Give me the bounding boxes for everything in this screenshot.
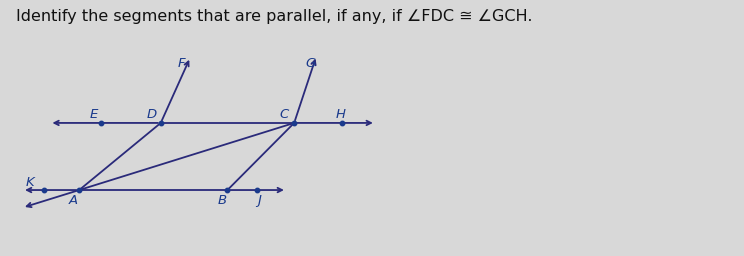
Text: J: J [257, 194, 261, 207]
Text: D: D [147, 108, 157, 121]
Text: Identify the segments that are parallel, if any, if ∠FDC ≅ ∠GCH.: Identify the segments that are parallel,… [16, 9, 533, 24]
Text: K: K [25, 176, 34, 189]
Text: E: E [90, 108, 98, 121]
Text: B: B [218, 194, 227, 207]
Text: A: A [68, 194, 78, 207]
Text: F: F [178, 57, 185, 70]
Text: G: G [305, 57, 315, 70]
Text: H: H [336, 108, 346, 121]
Text: C: C [280, 108, 289, 121]
